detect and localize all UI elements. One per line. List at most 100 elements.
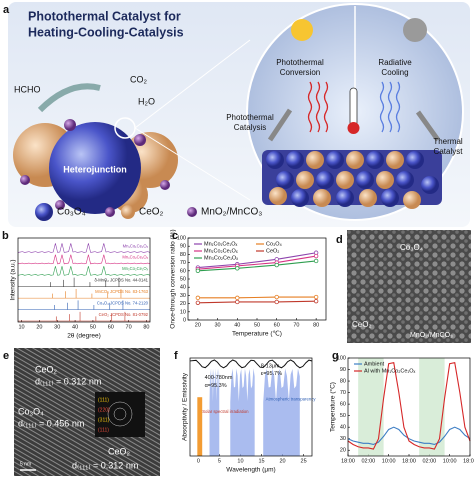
x-tick-label: 18:00 [341,458,355,464]
panel-a: a Photothermal Catalyst for Heating-Cool… [3,2,470,227]
point [313,294,319,300]
point [274,262,279,268]
legend-label: Mn₃Co₂Ce₁Oₓ [204,255,238,261]
x-tick-label: 20 [195,322,201,328]
panel-label: a [3,4,10,16]
xrd-trace [17,243,151,253]
plot-frame [189,357,313,457]
x-tick-label: 18:00 [402,458,416,464]
annotation: CeO₂ [35,364,58,374]
y-tick-label: 40 [180,285,186,291]
phase-label: MnO₂/MnCO₃ [410,332,453,339]
x-tick-label: 40 [234,322,240,328]
x-axis-label: Wavelength (μm) [226,467,275,474]
diffraction-ring [113,407,127,421]
panel-label: b [2,230,9,242]
annotation: d₍₁₁₁₎ = 0.456 nm [18,418,84,428]
trace-label: δ-MnO₂ JCPDS No. 44-0141 [94,278,148,283]
plane-label: (220) [98,407,110,413]
point [274,299,279,305]
trace-label: Mn₃Co₂Ce₁Oₓ [122,266,149,271]
x-tick-label: 18:00 [463,458,474,464]
phase-label: CeO₂ [352,320,372,329]
point [235,299,240,305]
y-tick-label: 50 [340,413,346,419]
annotation: Atmospheric transparency [266,396,317,401]
y-axis-label: Absorptivity / Emissivity [182,372,189,441]
series-line [197,255,317,270]
x-tick-label: 5 [218,458,221,464]
plot-frame [187,237,327,321]
legend-label: Al with Mn₁Co₂Ce₁Oₓ [364,368,416,374]
plot-frame [347,357,471,457]
y-tick-label: 100 [337,355,346,361]
legend-label: Mn₁Co₁Ce₁Oₓ [204,241,238,247]
series-line [347,361,471,450]
panel-e: e (111) (220) (311) (111) CeO₂ d₍₁₁₁₎ = … [3,348,160,476]
molecule-label: HCHO [14,84,41,94]
cooling-waves [379,81,401,133]
legend-label: Ambient [364,361,385,367]
y-tick-label: 40 [340,425,346,431]
molecule-label: CO₂ [130,74,148,84]
zoom-line [134,39,251,129]
x-tick-label: 50 [254,322,260,328]
y-tick-label: 50 [180,276,186,282]
panel-label: c [172,230,178,242]
shaded-band [358,358,384,456]
x-tick-label: 80 [313,322,319,328]
molecule-label: H₂O [138,96,155,106]
panel-label: f [174,350,178,362]
annotation: Co₃O₄ [18,406,44,416]
x-tick-label: 10:00 [382,458,396,464]
xrd-trace [17,266,151,276]
y-tick-label: 60 [340,402,346,408]
plot-frame [17,237,151,323]
process-label: Thermal [433,137,463,146]
process-label: Catalyst [434,147,464,156]
trace-label: MnCO₃ JCPDS No. 83-1763 [95,289,149,294]
heterojunction-label: Heterojunction [63,164,127,174]
legend-label: Co₃O₄ [266,241,283,247]
x-tick-label: 20 [279,458,285,464]
x-axis-label: 2θ (degree) [67,333,101,340]
legend-label: Co₃O₄ [57,207,86,218]
y-axis-label: Once-through conversion ratio (%) [170,229,177,328]
x-tick-label: 70 [293,322,299,328]
x-tick-label: 50 [90,324,96,330]
series-line [197,260,317,272]
phase-label: Co₃O₄ [400,243,423,252]
point [313,298,319,304]
thermometer-bulb [347,122,360,134]
heat-waves [307,81,329,133]
y-tick-label: 60 [180,268,186,274]
y-tick-label: 20 [340,448,346,454]
y-tick-label: 80 [340,379,346,385]
x-tick-label: 15 [258,458,264,464]
point [235,266,240,271]
catalyst-bed [262,150,442,209]
y-axis-label: Intensity (a.u.) [10,259,17,300]
panel-label: g [332,350,339,362]
point [195,268,201,273]
point [313,253,319,259]
y-tick-label: 90 [180,244,186,250]
x-tick-label: 70 [126,324,132,330]
sem-image [347,230,471,343]
y-tick-label: 100 [177,235,186,241]
process-label: Catalysis [234,123,266,132]
annotation: 8-13μm [261,363,280,369]
solar-band [197,397,203,456]
plane-label: (111) [98,397,109,403]
y-tick-label: 20 [180,301,186,307]
legend-label: Mn₁Co₂Ce₁Oₓ [204,248,238,254]
series-line [347,426,471,446]
x-tick-label: 30 [215,322,221,328]
xrd-trace [17,254,151,265]
fft-inset [95,392,145,437]
y-tick-label: 10 [180,309,186,315]
x-tick-label: 10 [237,458,243,464]
moon [403,18,427,42]
annotation: CeO₂ [108,446,131,456]
trace-label: Co₃O₄ JCPDS No. 74-2120 [97,300,149,305]
